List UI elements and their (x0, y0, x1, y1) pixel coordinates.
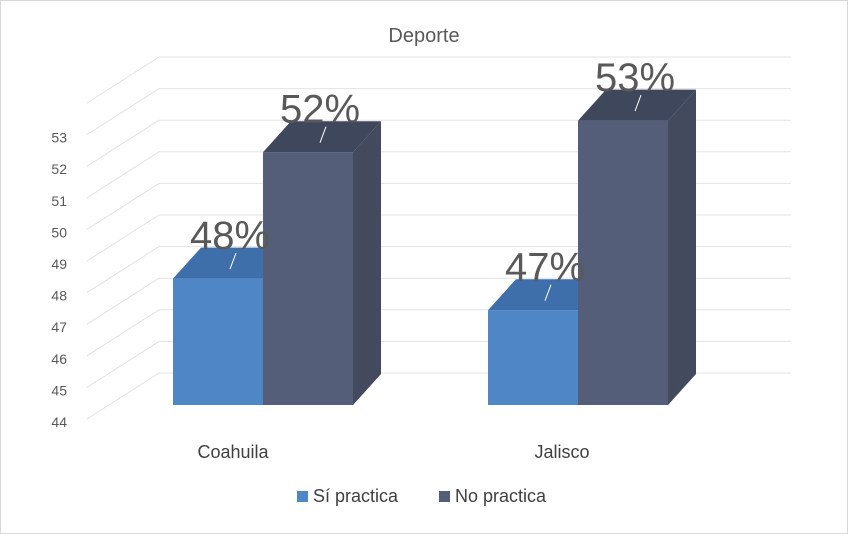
y-tick-label: 48 (51, 288, 67, 304)
gridline-depth (86, 372, 160, 420)
chart-title: Deporte (388, 25, 459, 47)
y-tick-label: 46 (51, 351, 67, 367)
gridline-depth (86, 119, 160, 167)
y-tick-label: 44 (51, 414, 67, 430)
gridline-depth (86, 56, 160, 104)
leader-line (319, 126, 327, 143)
bar-side (668, 89, 696, 405)
category-label: Coahuila (197, 442, 269, 462)
y-tick-label: 53 (51, 130, 67, 146)
legend-swatch (297, 491, 308, 502)
bars (173, 89, 696, 405)
gridline-depth (86, 151, 160, 199)
y-tick-label: 52 (51, 161, 67, 177)
bar (173, 247, 291, 405)
bar-front (173, 278, 263, 405)
legend: Sí practica No practica (297, 486, 547, 506)
gridline-depth (86, 277, 160, 325)
bar (263, 121, 381, 405)
y-axis-ticks: 44 45 46 47 48 49 50 51 52 53 (51, 130, 67, 430)
data-labels: 48% 52% 47% 53% (190, 56, 675, 301)
gridline-depth (86, 214, 160, 262)
y-tick-label: 45 (51, 382, 67, 398)
gridline-depth (86, 340, 160, 388)
y-tick-label: 49 (51, 256, 67, 272)
data-label: 53% (595, 56, 675, 100)
data-label: 48% (190, 214, 270, 258)
leader-line (229, 252, 237, 270)
data-label: 52% (280, 88, 360, 132)
legend-item: Sí practica (297, 486, 399, 506)
y-tick-label: 51 (51, 193, 67, 209)
legend-label: No practica (455, 486, 547, 506)
leader-line (544, 284, 552, 301)
bar (578, 89, 696, 405)
bar-front (263, 152, 353, 405)
y-tick-label: 50 (51, 224, 67, 240)
bar-front (488, 310, 578, 405)
bar-side (353, 121, 381, 405)
legend-label: Sí practica (313, 486, 399, 506)
gridline-depth (86, 182, 160, 230)
leader-line (634, 94, 642, 112)
gridline-depth (86, 309, 160, 357)
legend-item: No practica (439, 486, 547, 506)
bar-front (578, 120, 668, 405)
y-tick-label: 47 (51, 319, 67, 335)
data-label: 47% (505, 246, 585, 290)
legend-swatch (439, 491, 450, 502)
gridline-depth (86, 246, 160, 294)
gridline-depth (86, 88, 160, 136)
category-label: Jalisco (534, 442, 589, 462)
category-labels: Coahuila Jalisco (197, 442, 589, 462)
